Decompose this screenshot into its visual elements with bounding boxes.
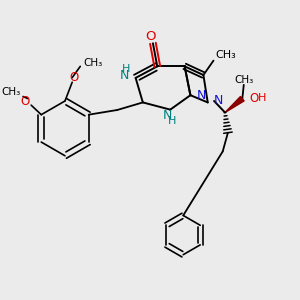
Text: O: O xyxy=(20,95,29,109)
Text: N: N xyxy=(214,94,224,107)
Text: O: O xyxy=(145,31,155,44)
Text: H: H xyxy=(167,116,176,126)
Text: N: N xyxy=(120,68,129,82)
Text: H: H xyxy=(122,64,130,74)
Text: H: H xyxy=(258,93,267,103)
Text: CH₃: CH₃ xyxy=(216,50,236,60)
Text: N: N xyxy=(197,89,206,102)
Polygon shape xyxy=(225,96,244,112)
Text: N: N xyxy=(163,110,172,122)
Text: CH₃: CH₃ xyxy=(83,58,102,68)
Text: O: O xyxy=(250,92,259,105)
Text: CH₃: CH₃ xyxy=(1,88,20,98)
Text: CH₃: CH₃ xyxy=(234,75,254,85)
Text: O: O xyxy=(69,71,78,84)
